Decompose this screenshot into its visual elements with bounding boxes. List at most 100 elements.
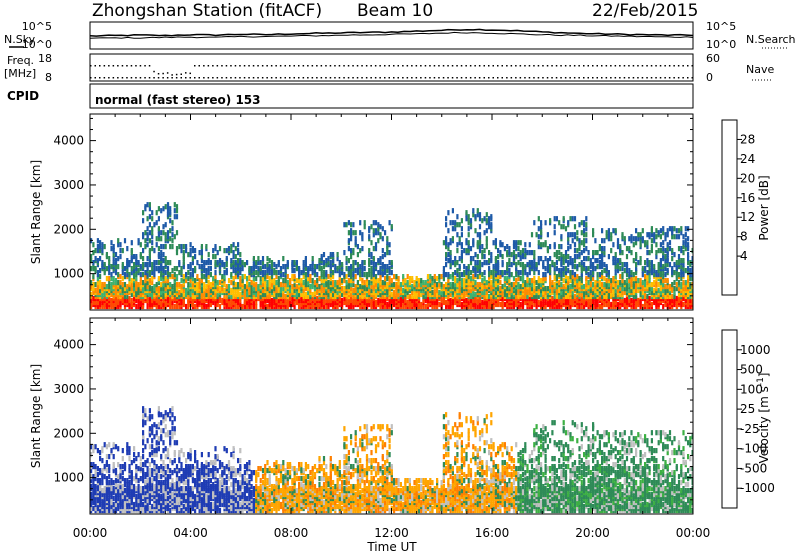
range-gate-cell [232,276,235,282]
range-gate-cell [94,266,97,272]
range-gate-cell [289,299,292,306]
range-gate-cell [589,282,592,288]
range-gate-cell [530,278,534,284]
range-gate-cell [497,286,500,292]
range-gate-cell [185,244,188,250]
freq-point [139,65,142,67]
range-gate-cell [275,274,278,280]
range-gate-cell [553,293,556,300]
range-gate-cell [607,232,610,238]
range-gate-cell [388,276,391,282]
range-gate-cell [542,301,545,308]
range-gate-cell [117,297,120,304]
nave-point [460,77,463,79]
range-gate-cell [386,301,389,308]
range-gate-cell [151,234,154,240]
nave-point [438,77,440,79]
range-gate-cell [512,240,516,246]
range-gate-cell [187,297,190,304]
range-gate-cell [442,289,445,296]
range-gate-cell [501,242,504,248]
range-gate-cell [671,234,674,240]
range-gate-cell [94,444,97,450]
range-gate-cell [632,289,635,296]
range-gate-cell [261,291,265,298]
range-gate-cell [456,260,459,266]
range-gate-cell [637,232,640,238]
range-gate-cell [653,264,656,270]
range-gate-cell [270,278,274,284]
range-gate-cell [460,282,463,288]
nave-point [316,77,318,79]
range-gate-cell [580,272,583,278]
range-gate-cell [146,216,149,222]
range-gate-cell [99,274,102,280]
range-gate-cell [230,280,233,286]
range-gate-cell [239,268,242,274]
range-gate-cell [146,295,149,302]
range-gate-cell [384,230,387,236]
range-gate-cell [103,268,106,274]
range-gate-cell [555,216,558,222]
range-gate-cell [137,260,140,266]
range-gate-cell [307,293,310,300]
range-gate-cell [573,254,577,260]
cpid-label: CPID [7,89,39,103]
range-gate-cell [216,260,219,266]
freq-point [393,65,395,67]
range-gate-cell [668,226,672,232]
range-gate-cell [664,232,667,238]
range-gate-cell [266,303,269,310]
range-gate-cell [644,282,647,288]
range-gate-cell [108,276,111,282]
range-gate-cell [148,278,151,284]
range-gate-cell [673,262,676,268]
range-gate-cell [166,270,170,276]
range-gate-cell [227,246,231,252]
nave-point [171,77,173,79]
range-gate-cell [99,268,102,274]
nave-point [361,77,363,79]
range-gate-cell [343,289,346,296]
range-gate-cell [103,295,106,302]
range-gate-cell [601,238,604,244]
freq-point [655,65,657,67]
range-gate-cell [169,210,172,216]
range-gate-cell [440,295,443,302]
range-gate-cell [384,280,387,286]
range-gate-cell [472,274,475,280]
range-gate-cell [171,268,174,274]
range-gate-cell [603,282,606,288]
range-gate-cell [494,280,497,286]
range-gate-cell [169,218,172,224]
range-gate-cell [576,236,579,242]
range-gate-cell [212,248,215,254]
range-gate-cell [171,289,174,296]
range-gate-cell [264,264,267,270]
range-gate-cell [558,268,561,274]
range-gate-cell [189,252,192,258]
range-gate-cell [569,244,572,250]
range-gate-cell [139,242,142,248]
range-gate-cell [216,250,219,256]
range-gate-cell [94,490,97,496]
range-gate-cell [257,266,260,272]
range-gate-cell [148,301,151,308]
range-gate-cell [481,284,484,290]
range-gate-cell [157,286,160,292]
range-gate-cell [350,248,353,254]
freq-point [252,65,255,67]
range-gate-cell [363,284,366,290]
range-gate-cell [227,278,231,284]
range-gate-cell [171,284,174,290]
range-gate-cell [160,208,163,214]
range-gate-cell [682,250,685,256]
range-gate-cell [689,297,692,304]
range-gate-cell [530,282,534,288]
range-gate-cell [103,282,106,288]
range-gate-cell [162,266,165,272]
range-gate-cell [603,250,606,256]
range-gate-cell [286,274,289,280]
range-gate-cell [583,248,586,254]
range-gate-cell [180,248,183,254]
